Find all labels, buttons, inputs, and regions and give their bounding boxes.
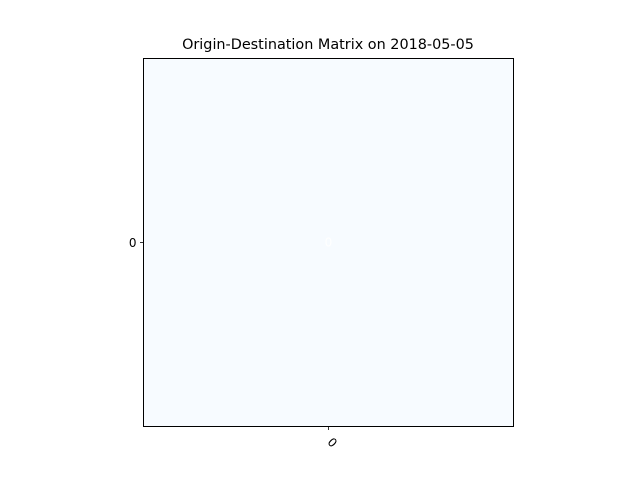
y-tick-label: 0 — [129, 236, 137, 250]
cell-value-label: 0 — [325, 236, 333, 250]
cell-annotations: 0 — [325, 236, 333, 250]
heatmap-cells — [143, 58, 514, 427]
y-axis: 0 — [129, 236, 144, 250]
heatmap-cell — [143, 58, 514, 427]
chart-title: Origin-Destination Matrix on 2018-05-05 — [182, 37, 474, 53]
